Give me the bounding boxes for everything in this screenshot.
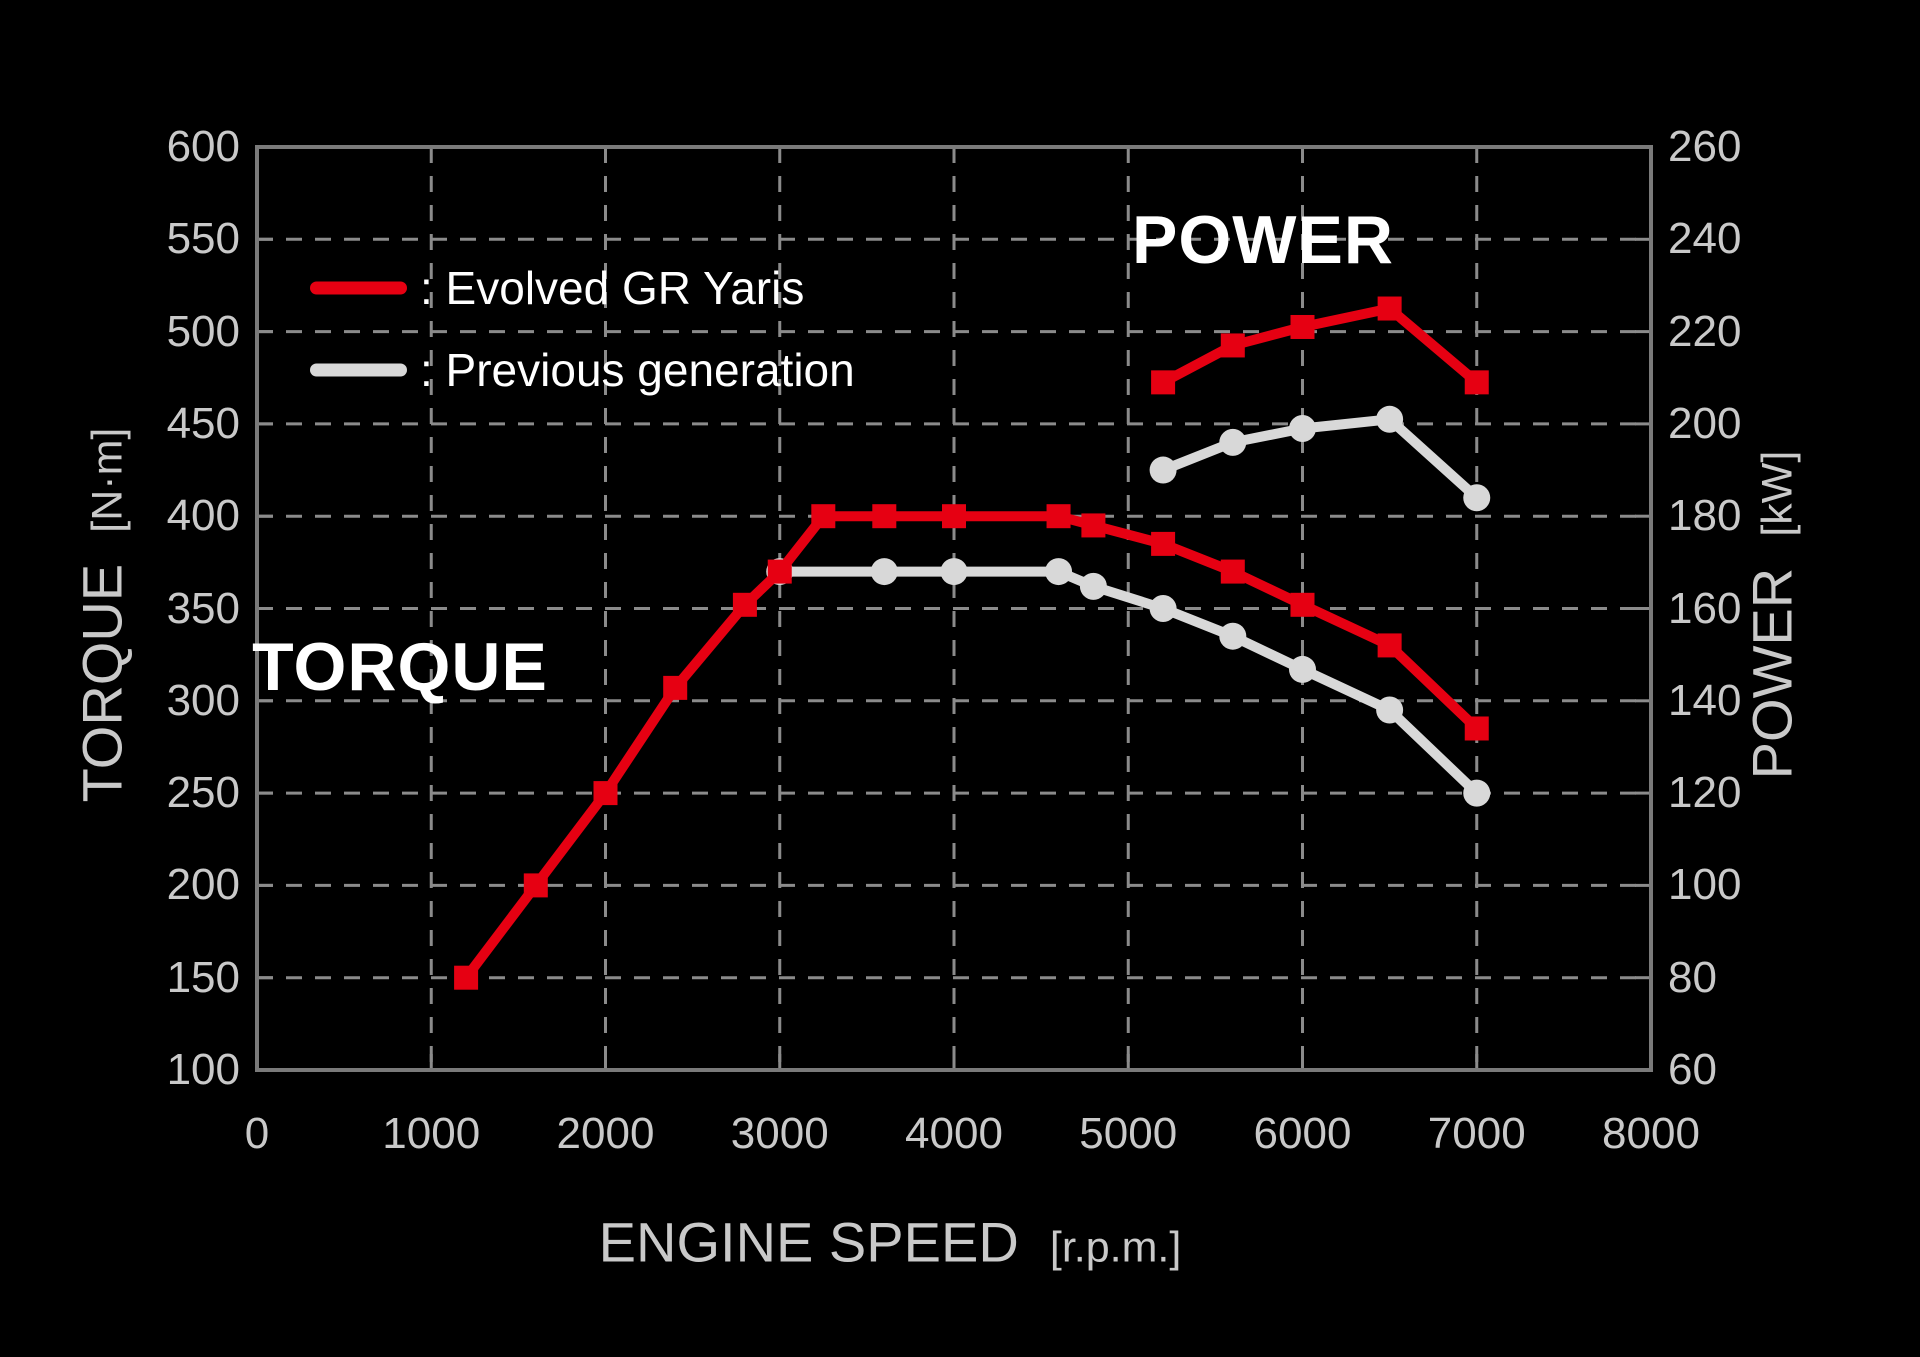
legend-swatch [310, 281, 407, 295]
engine-speed-axis-unit: [r.p.m.] [1049, 1223, 1182, 1272]
power-previous-generation-marker-7000 [1463, 484, 1491, 512]
torque-evolved-gr-yaris-marker-4600 [1046, 504, 1071, 529]
power-tick-label-260: 260 [1668, 122, 1742, 171]
torque-axis-title-text: TORQUE [70, 563, 134, 803]
legend-swatch [310, 363, 407, 377]
power-tick-label-80: 80 [1668, 952, 1717, 1002]
torque-evolved-gr-yaris-marker-5600 [1220, 559, 1245, 584]
torque-tick-label-600: 600 [166, 122, 240, 171]
power-section-title: POWER [1132, 202, 1394, 278]
power-evolved-gr-yaris-marker-7000 [1464, 370, 1489, 395]
torque-tick-label-100: 100 [166, 1045, 240, 1094]
engine-speed-tick-label-3000: 3000 [730, 1109, 829, 1158]
torque-evolved-gr-yaris-marker-2400 [663, 675, 688, 700]
power-tick-label-160: 160 [1668, 583, 1742, 633]
engine-speed-axis-title: ENGINE SPEED [r.p.m.] [599, 1214, 1182, 1276]
power-evolved-gr-yaris-marker-6500 [1377, 296, 1402, 321]
power-previous-generation-line [1158, 414, 1482, 503]
torque-previous-generation-marker-4000 [940, 558, 968, 586]
engine-speed-tick-label-8000: 8000 [1602, 1109, 1700, 1158]
torque-axis-unit: [N·m] [83, 427, 132, 533]
torque-evolved-gr-yaris-marker-1200 [454, 965, 479, 990]
power-evolved-gr-yaris-line [1158, 303, 1482, 388]
power-tick-label-200: 200 [1668, 398, 1742, 448]
plot-frame [255, 145, 1653, 1072]
torque-evolved-gr-yaris-marker-4800 [1081, 513, 1106, 538]
torque-evolved-gr-yaris-line [461, 511, 1482, 983]
power-tick-label-240: 240 [1668, 214, 1742, 264]
torque-previous-generation-marker-4800 [1079, 572, 1107, 600]
torque-tick-label-400: 400 [166, 491, 240, 541]
power-tick-label-100: 100 [1668, 860, 1742, 910]
torque-evolved-gr-yaris-marker-4000 [942, 504, 966, 529]
power-previous-generation-marker-5200 [1149, 456, 1177, 484]
torque-evolved-gr-yaris-marker-7000 [1464, 716, 1489, 741]
torque-previous-generation-marker-5600 [1219, 622, 1247, 650]
torque-tick-label-450: 450 [166, 398, 240, 448]
power-previous-generation-marker-6000 [1289, 415, 1316, 443]
torque-tick-label-200: 200 [166, 860, 240, 910]
torque-axis-title: TORQUE [N·m] [71, 427, 136, 803]
power-tick-label-120: 120 [1668, 768, 1742, 818]
power-tick-label-60: 60 [1668, 1045, 1717, 1094]
torque-tick-label-150: 150 [166, 952, 240, 1002]
torque-tick-label-550: 550 [166, 214, 240, 264]
power-tick-label-180: 180 [1668, 491, 1742, 541]
power-axis-title-text: POWER [1740, 567, 1804, 780]
torque-evolved-gr-yaris-marker-3600 [872, 504, 897, 529]
torque-tick-label-300: 300 [166, 675, 240, 725]
torque-evolved-gr-yaris-marker-3250 [811, 504, 836, 529]
torque-evolved-gr-yaris-marker-1600 [523, 873, 548, 898]
power-previous-generation-marker-6500 [1376, 405, 1404, 433]
power-tick-label-220: 220 [1668, 306, 1742, 356]
torque-previous-generation-marker-4600 [1045, 558, 1073, 586]
torque-previous-generation-marker-7000 [1463, 779, 1491, 807]
power-tick-label-140: 140 [1668, 675, 1742, 725]
power-evolved-gr-yaris-marker-6000 [1290, 314, 1315, 339]
torque-previous-generation-marker-3600 [870, 558, 898, 586]
torque-evolved-gr-yaris-marker-2000 [593, 781, 618, 806]
engine-speed-tick-label-2000: 2000 [556, 1109, 655, 1158]
torque-evolved-gr-yaris-marker-6000 [1290, 592, 1315, 617]
torque-evolved-gr-yaris-marker-6500 [1377, 633, 1402, 658]
torque-tick-label-250: 250 [166, 768, 240, 818]
torque-previous-generation-marker-6000 [1289, 655, 1316, 683]
engine-speed-tick-label-7000: 7000 [1427, 1109, 1526, 1158]
torque-evolved-gr-yaris-marker-5200 [1151, 531, 1176, 556]
power-evolved-gr-yaris-marker-5200 [1151, 370, 1176, 395]
legend-label: : Evolved GR Yaris [420, 262, 805, 314]
torque-tick-label-350: 350 [166, 583, 240, 633]
engine-speed-tick-label-5000: 5000 [1079, 1109, 1178, 1158]
power-evolved-gr-yaris-marker-5600 [1220, 333, 1245, 358]
engine-speed-tick-label-1000: 1000 [382, 1109, 481, 1158]
torque-section-title: TORQUE [252, 629, 548, 705]
engine-speed-axis-title-text: ENGINE SPEED [598, 1210, 1019, 1274]
torque-previous-generation-line [774, 566, 1482, 799]
power-axis-unit: [kW] [1753, 450, 1802, 537]
power-previous-generation-marker-5600 [1219, 428, 1247, 456]
torque-evolved-gr-yaris-marker-2800 [732, 592, 757, 617]
torque-evolved-gr-yaris-marker-3000 [767, 559, 792, 584]
engine-speed-tick-label-0: 0 [244, 1109, 270, 1158]
torque-previous-generation-marker-6500 [1376, 696, 1404, 724]
torque-tick-label-500: 500 [166, 306, 240, 356]
engine-speed-tick-label-6000: 6000 [1253, 1109, 1352, 1158]
torque-previous-generation-marker-5200 [1149, 595, 1177, 622]
power-axis-title: POWER [kW] [1741, 450, 1806, 780]
engine-speed-tick-label-4000: 4000 [905, 1109, 1003, 1158]
legend-label: : Previous generation [420, 344, 855, 396]
